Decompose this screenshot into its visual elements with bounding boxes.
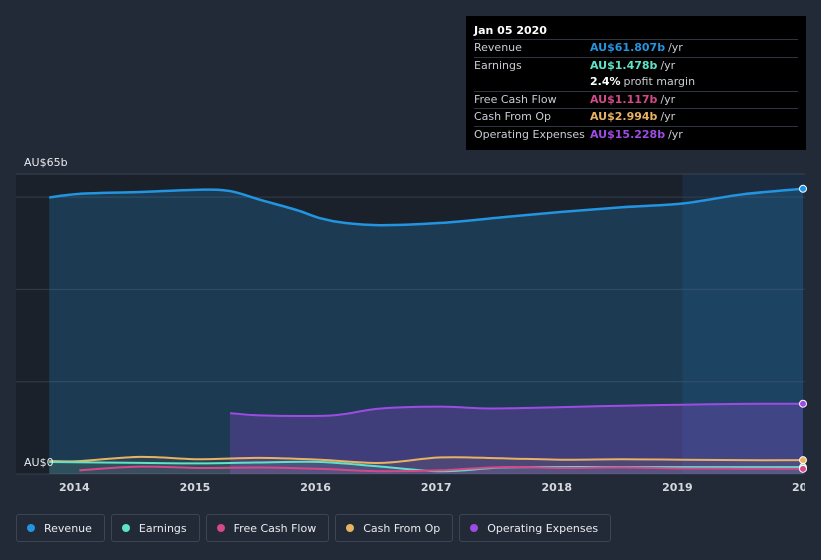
- revenue-end-point: [799, 184, 807, 193]
- tooltip-row: Revenue AU$61.807b/yr: [474, 39, 798, 57]
- tooltip-row-value: AU$61.807b: [590, 41, 666, 54]
- revenue-area: [49, 188, 804, 474]
- revenue-line: [49, 187, 804, 227]
- legend-dot-icon: [346, 524, 355, 532]
- tooltip-date: Jan 05 2020: [474, 24, 547, 37]
- legend-label: Cash From Op: [363, 521, 441, 535]
- chart-plot: [16, 173, 807, 475]
- cash-from-op-line: [49, 455, 804, 464]
- tooltip-row: Earnings AU$1.478b/yr: [474, 56, 798, 75]
- tooltip-row-value: AU$1.117b: [590, 92, 658, 106]
- legend-label: Earnings: [138, 521, 187, 535]
- legend: Revenue Earnings Free Cash Flow Cash From O…: [16, 514, 612, 542]
- x-tick-label: 2018: [541, 481, 573, 494]
- legend-item-cash-from-op[interactable]: Cash From Op: [335, 514, 454, 542]
- tooltip-row-value: 2.4%: [590, 75, 621, 89]
- y-axis-bottom-label: AU$0: [24, 456, 54, 469]
- tooltip-row-value: AU$1.478b: [590, 58, 658, 72]
- x-tick-label: 2016: [300, 481, 331, 494]
- x-tick-label: 2020: [792, 481, 805, 494]
- tooltip-row-unit: /yr: [668, 127, 683, 141]
- legend-item-earnings[interactable]: Earnings: [110, 514, 200, 542]
- tooltip-row-unit: /yr: [660, 92, 676, 106]
- x-tick-label: 2014: [59, 481, 90, 494]
- free-cash-flow-end-point: [799, 464, 807, 473]
- operating-expenses-area: [230, 403, 804, 474]
- legend-item-free-cash-flow[interactable]: Free Cash Flow: [205, 514, 330, 542]
- cash-from-op-end-point: [799, 456, 807, 465]
- tooltip-row: Cash From Op AU$2.994b/yr: [474, 108, 798, 126]
- earnings-area: [49, 461, 804, 474]
- tooltip-row: Free Cash Flow AU$1.117b/yr: [474, 90, 798, 109]
- tooltip-row-label: Free Cash Flow: [474, 92, 557, 106]
- tooltip-row-unit: /yr: [668, 41, 683, 54]
- x-tick-label: 2017: [420, 481, 452, 494]
- tooltip-row-unit: /yr: [660, 58, 676, 72]
- free-cash-flow-line: [79, 465, 804, 473]
- tooltip-row-label: Operating Expenses: [474, 127, 585, 141]
- tooltip-row-value: AU$2.994b: [590, 110, 658, 124]
- tooltip-row-label: Revenue: [474, 41, 522, 54]
- x-tick-label: 2015: [179, 481, 211, 494]
- operating-expenses-end-point: [799, 399, 807, 408]
- tooltip-row-label: [474, 74, 590, 91]
- tooltip-row: Operating Expenses AU$15.228b/yr: [474, 125, 798, 144]
- y-axis-top-label: AU$65b: [24, 156, 68, 169]
- tooltip-row: 2.4% profit margin: [474, 74, 798, 91]
- tooltip-row-label: Cash From Op: [474, 110, 552, 124]
- operating-expenses-line: [230, 402, 804, 417]
- highlight-region: [682, 174, 805, 474]
- tooltip-panel: Jan 05 2020 Revenue AU$61.807b/yr Earnings…: [466, 16, 806, 150]
- legend-label: Revenue: [44, 521, 92, 535]
- legend-item-revenue[interactable]: Revenue: [16, 514, 105, 542]
- legend-dot-icon: [470, 524, 479, 532]
- tooltip-row-unit: profit margin: [623, 75, 696, 89]
- tooltip-row-label: Earnings: [474, 58, 522, 72]
- x-tick-label: 2019: [662, 481, 693, 494]
- cash-from-op-area: [49, 456, 804, 474]
- legend-item-operating-expenses[interactable]: Operating Expenses: [459, 514, 612, 542]
- tooltip-row-unit: /yr: [660, 110, 676, 124]
- legend-label: Free Cash Flow: [233, 521, 317, 535]
- legend-dot-icon: [27, 524, 35, 532]
- legend-dot-icon: [216, 524, 225, 532]
- legend-label: Operating Expenses: [487, 521, 599, 535]
- legend-dot-icon: [121, 524, 130, 532]
- tooltip-row-value: AU$15.228b: [590, 127, 666, 141]
